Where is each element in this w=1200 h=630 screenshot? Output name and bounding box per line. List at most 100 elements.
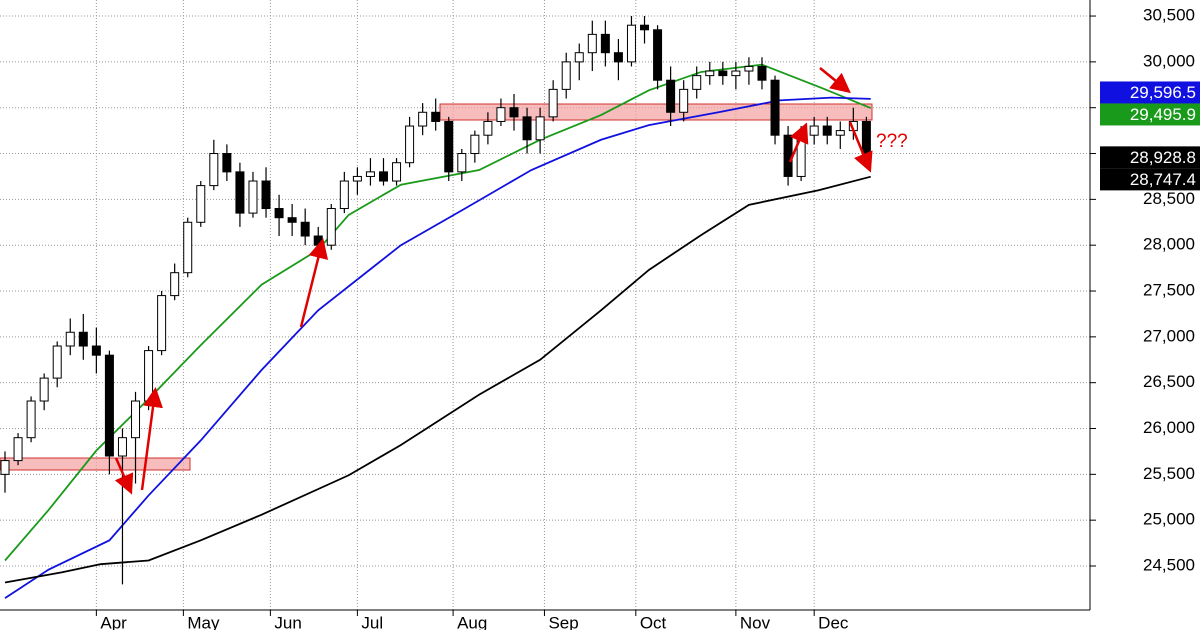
candle-body <box>744 65 754 72</box>
candle-body <box>248 180 258 214</box>
price-tag-label: 29,596.5 <box>1130 83 1196 102</box>
candle-body <box>326 208 336 246</box>
y-tick-label: 30,500 <box>1143 6 1195 25</box>
candle-body <box>39 377 49 402</box>
candle-body <box>392 162 402 182</box>
candle-body <box>131 400 141 439</box>
candle-body <box>626 24 636 63</box>
candle-body <box>196 185 206 223</box>
price-tag-label: 28,747.4 <box>1130 170 1196 189</box>
candle-body <box>757 65 767 81</box>
candle-body <box>457 153 467 173</box>
candle-body <box>640 24 650 31</box>
candle-body <box>91 345 101 356</box>
moving-average <box>4 175 871 584</box>
candle-body <box>809 125 819 136</box>
candle-body <box>209 153 219 187</box>
candle-body <box>418 111 428 127</box>
y-tick-label: 26,000 <box>1143 418 1195 437</box>
candle-body <box>144 350 154 402</box>
x-tick-label: Jun <box>274 613 301 630</box>
candle-body <box>770 79 780 136</box>
x-tick-label: Dec <box>818 613 849 630</box>
candle-body <box>287 217 297 223</box>
price-tag-label: 28,928.8 <box>1130 148 1196 167</box>
candle-body <box>300 221 310 237</box>
candle-body <box>561 61 571 90</box>
y-tick-label: 24,500 <box>1143 555 1195 574</box>
candle-body <box>104 354 114 457</box>
arrow <box>140 387 163 491</box>
x-tick-label: Oct <box>640 613 667 630</box>
candle-body <box>783 134 793 177</box>
candle-body <box>65 331 75 347</box>
candle-body <box>0 460 10 475</box>
candle-body <box>600 33 610 54</box>
candle-body <box>718 70 728 77</box>
x-tick-label: Nov <box>740 613 771 630</box>
candle-body <box>235 171 245 214</box>
candle-body <box>365 171 375 177</box>
candle-body <box>483 120 493 136</box>
candle-body <box>587 33 597 54</box>
y-tick-label: 25,500 <box>1143 464 1195 483</box>
x-tick-label: Apr <box>100 613 127 630</box>
candle-body <box>522 116 532 141</box>
y-tick-label: 26,500 <box>1143 372 1195 391</box>
candle-body <box>692 75 702 90</box>
arrows <box>114 67 873 495</box>
y-tick-label: 28,000 <box>1143 235 1195 254</box>
marks <box>0 16 872 599</box>
y-tick-label: 27,000 <box>1143 326 1195 345</box>
moving-average <box>4 96 871 599</box>
x-tick-label: Aug <box>457 613 487 630</box>
arrow <box>788 122 809 163</box>
candle-body <box>78 331 88 347</box>
candle-body <box>26 400 36 439</box>
candle-body <box>378 171 388 182</box>
candle-body <box>548 88 558 118</box>
candle-body <box>613 52 623 63</box>
candle-body <box>405 125 415 164</box>
candle-body <box>705 70 715 77</box>
candle-body <box>261 180 271 210</box>
candle-body <box>431 111 441 122</box>
candle-body <box>183 221 193 274</box>
candle-body <box>535 116 545 141</box>
candle-body <box>470 134 480 155</box>
x-tick-label: May <box>187 613 220 630</box>
annotation: ??? <box>876 131 908 152</box>
price-tag <box>1100 146 1200 169</box>
candle-body <box>509 107 519 118</box>
candle-body <box>835 130 845 136</box>
x-tick-label: Sep <box>548 613 578 630</box>
candle-body <box>52 345 62 379</box>
x-tick-label: Jul <box>361 613 383 630</box>
candle-body <box>157 295 167 352</box>
arrow <box>299 238 329 328</box>
candle-body <box>339 180 349 210</box>
price-tag <box>1100 103 1200 126</box>
arrow <box>114 457 134 495</box>
candle-body <box>274 208 284 219</box>
candle-body <box>170 272 180 297</box>
price-tag <box>1100 168 1200 191</box>
candle-body <box>653 29 663 81</box>
axis-labels: 24,500 25,000 25,500 26,000 26,500 27,000 27,5… <box>95 6 1200 630</box>
y-tick-label: 27,500 <box>1143 281 1195 300</box>
candle-body <box>222 153 232 173</box>
y-tick-label: 28,500 <box>1143 189 1195 208</box>
candle-body <box>117 437 127 457</box>
candle-body <box>666 79 676 113</box>
moving-average <box>4 63 872 562</box>
price-tag <box>1100 81 1200 104</box>
candle-body <box>496 107 506 122</box>
y-tick-label: 30,000 <box>1143 51 1195 70</box>
y-tick-label: 25,000 <box>1143 510 1195 529</box>
candle-body <box>352 175 362 182</box>
candle-body <box>731 70 741 77</box>
candle-body <box>679 88 689 113</box>
candle-body <box>444 120 454 173</box>
arrow <box>819 67 851 94</box>
